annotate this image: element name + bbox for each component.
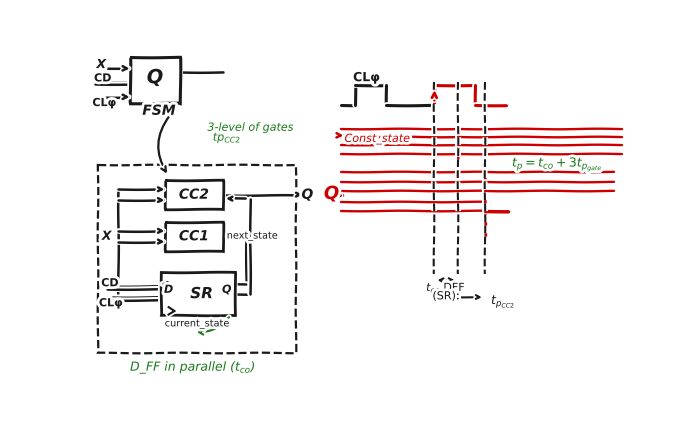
Text: $t_p = t_{co}+3t_{p_{gate}}$: $t_p = t_{co}+3t_{p_{gate}}$ [512, 157, 603, 174]
Bar [161, 273, 235, 315]
Bar [98, 165, 296, 353]
Text: $t_{p_{CC2}}$: $t_{p_{CC2}}$ [491, 294, 515, 310]
Text: tp$_{CC2}$: tp$_{CC2}$ [213, 132, 242, 145]
Text: $t_{co}$ DFF: $t_{co}$ DFF [426, 281, 466, 295]
Text: Const_state: Const_state [345, 135, 410, 145]
Text: Q: Q [302, 188, 313, 202]
Text: 3-level of gates: 3-level of gates [207, 123, 294, 133]
Bar [165, 222, 223, 252]
Text: CC2: CC2 [179, 188, 209, 202]
Text: Q: Q [147, 69, 163, 88]
Text: D_FF in parallel ($t_{co}$): D_FF in parallel ($t_{co}$) [130, 359, 256, 376]
Text: D: D [164, 285, 173, 295]
Text: CC1: CC1 [179, 230, 209, 244]
Bar [165, 181, 223, 210]
Text: CD: CD [94, 74, 112, 84]
Text: SR: SR [190, 286, 213, 301]
Text: X: X [96, 59, 106, 72]
Text: FSM: FSM [142, 104, 176, 119]
Text: CLφ: CLφ [353, 72, 380, 85]
Text: CD: CD [101, 279, 119, 289]
Text: CLφ: CLφ [99, 298, 123, 309]
Text: current_state: current_state [165, 319, 230, 329]
Text: (SR):: (SR): [433, 292, 460, 302]
Text: CLφ: CLφ [92, 99, 117, 109]
Text: next_state: next_state [227, 231, 279, 242]
Text: Q: Q [324, 185, 339, 203]
Bar [130, 58, 180, 104]
Text: Q: Q [222, 285, 232, 295]
Text: X: X [102, 230, 112, 243]
